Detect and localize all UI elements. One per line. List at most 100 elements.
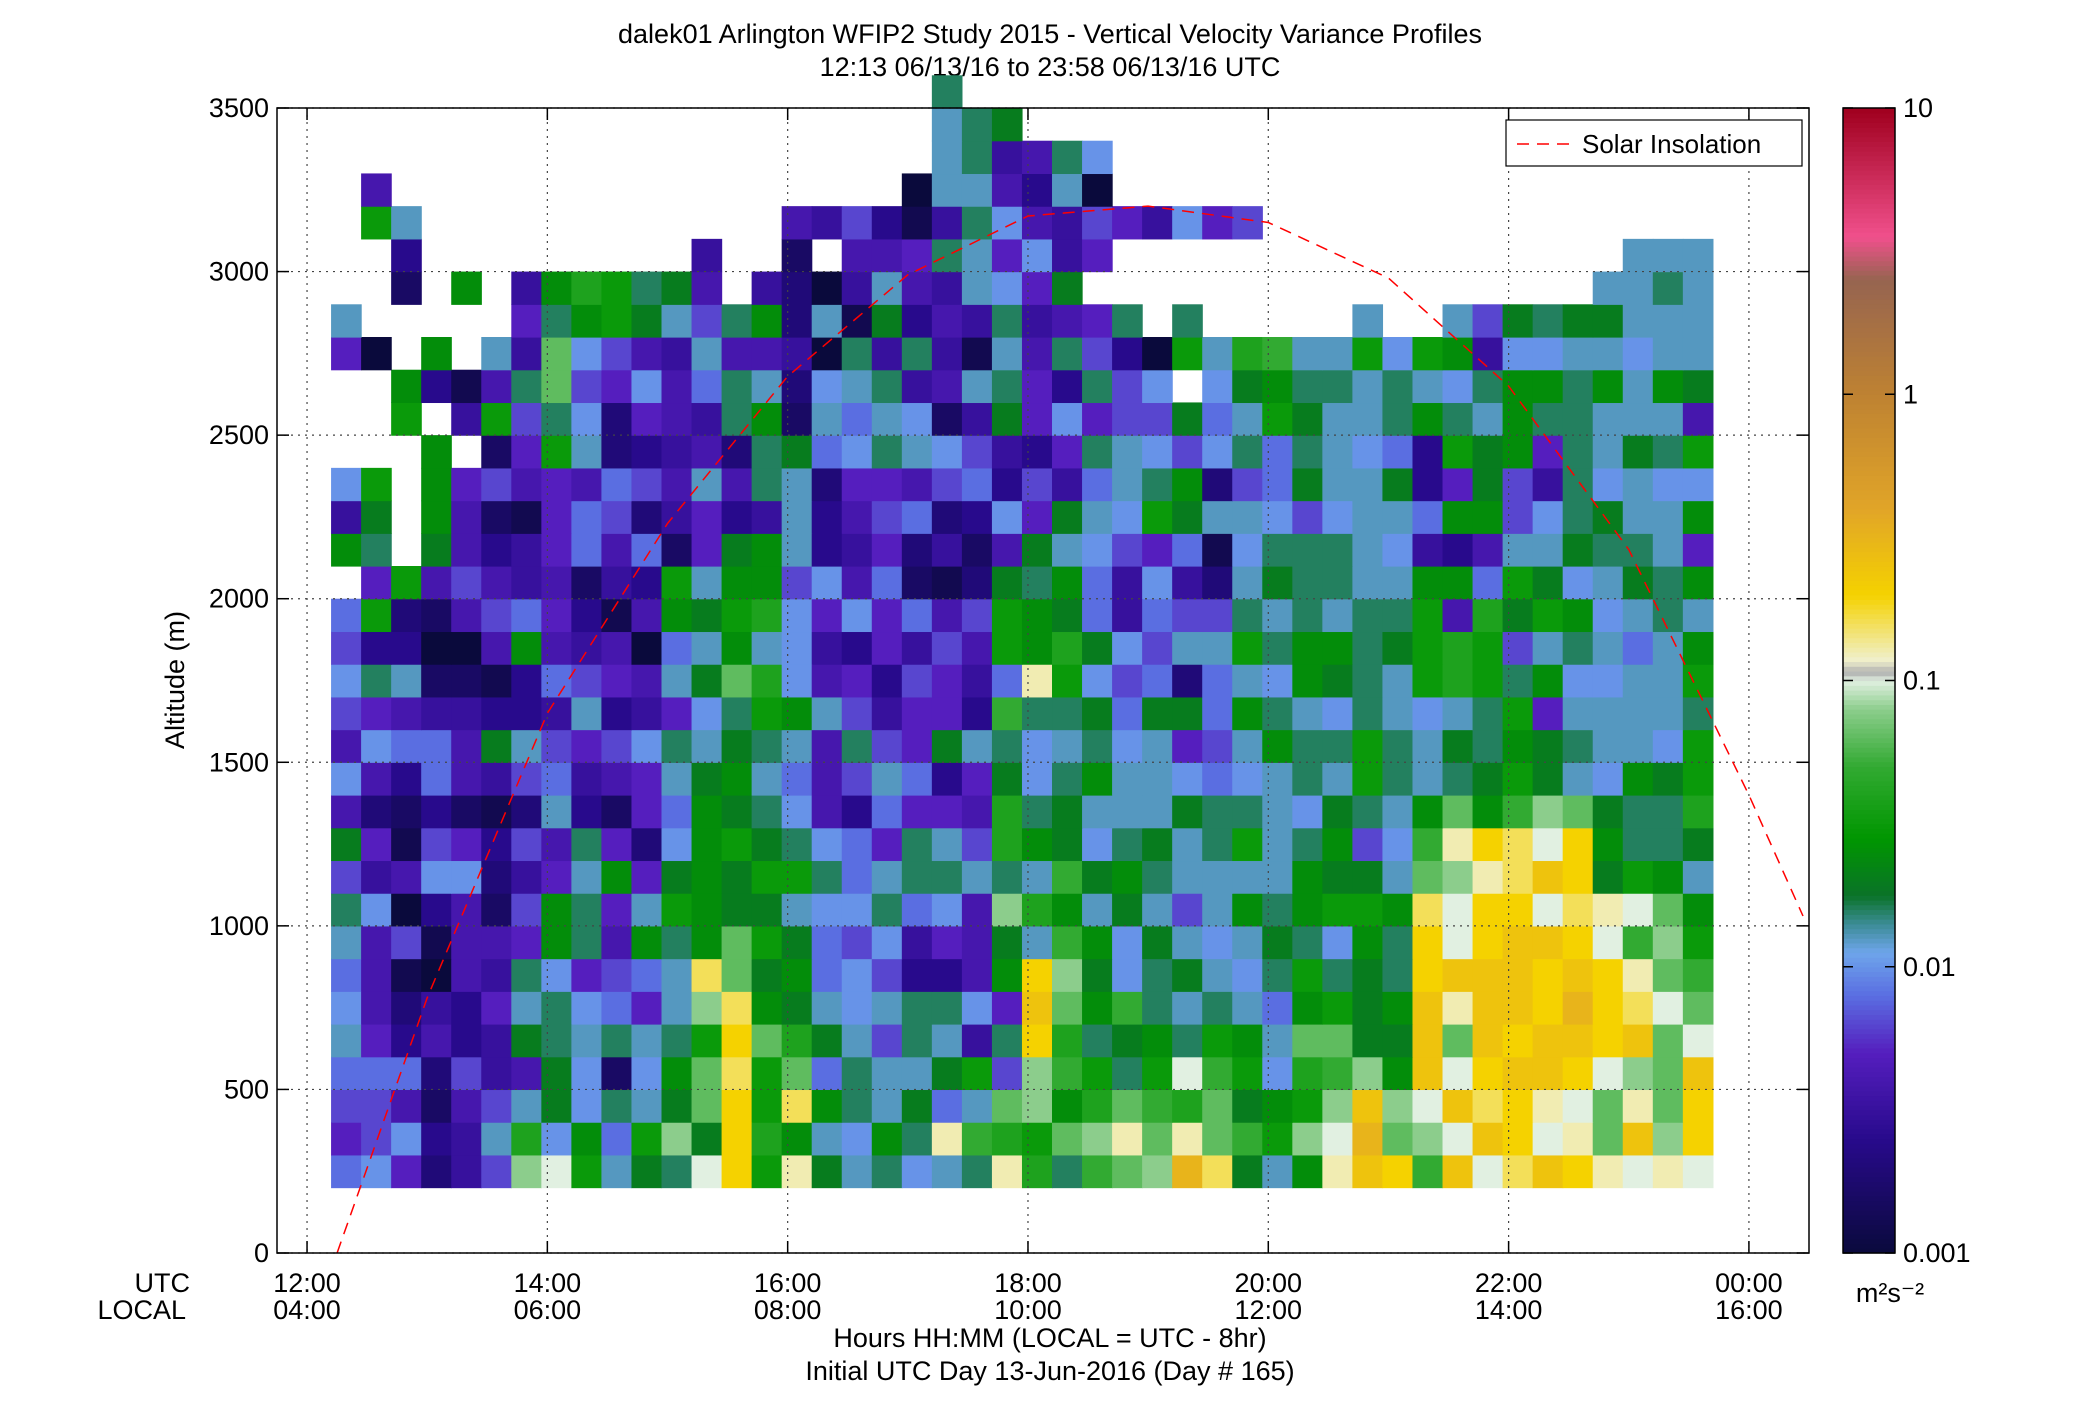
heatmap-cell [1502, 435, 1534, 469]
colorbar-segment [1843, 1052, 1895, 1058]
colorbar-segment [1843, 1157, 1895, 1163]
heatmap-cell [811, 827, 843, 862]
heatmap-cell [1382, 631, 1414, 665]
colorbar-segment [1843, 1071, 1895, 1078]
heatmap-cell [961, 533, 993, 567]
heatmap-cell [331, 467, 362, 502]
heatmap-cell [841, 1154, 873, 1189]
heatmap-cell [331, 304, 362, 338]
heatmap-cell [841, 435, 873, 469]
heatmap-cell [781, 435, 813, 469]
heatmap-cell [1622, 467, 1654, 502]
heatmap-cell [1592, 696, 1624, 731]
heatmap-cell [601, 631, 633, 665]
heatmap-cell [1292, 566, 1323, 600]
heatmap-cell [1202, 500, 1233, 534]
heatmap-cell [1142, 860, 1173, 894]
heatmap-cell [511, 467, 542, 502]
heatmap-cell [811, 729, 843, 763]
heatmap-cell [1202, 206, 1233, 240]
heatmap-cell [1112, 664, 1143, 698]
heatmap-cell [511, 1056, 542, 1091]
heatmap-cell [361, 500, 392, 534]
heatmap-cell [1262, 1154, 1293, 1189]
heatmap-cell [1472, 533, 1504, 567]
heatmap-cell [1352, 1024, 1384, 1058]
heatmap-cell [1262, 1024, 1293, 1058]
heatmap-cell [661, 729, 693, 763]
heatmap-cell [961, 958, 993, 992]
heatmap-cell [1052, 304, 1083, 338]
heatmap-cell [1112, 1024, 1143, 1058]
heatmap-cell [391, 206, 422, 240]
heatmap-cell [1382, 500, 1414, 534]
heatmap-cell [631, 795, 663, 829]
heatmap-cell [481, 369, 512, 404]
heatmap-cell [661, 991, 693, 1025]
heatmap-cell [1502, 925, 1534, 960]
heatmap-cell [1232, 402, 1263, 436]
heatmap-cell [1502, 500, 1534, 534]
heatmap-cell [841, 827, 873, 862]
heatmap-cell [1052, 1024, 1083, 1058]
heatmap-cell [571, 1024, 603, 1058]
heatmap-cell [1382, 1122, 1414, 1156]
heatmap-cell [451, 860, 482, 894]
heatmap-cell [991, 500, 1023, 534]
heatmap-cell [1322, 1056, 1353, 1091]
heatmap-cell [1472, 1024, 1504, 1058]
heatmap-cell [1382, 402, 1414, 436]
heatmap-cell [751, 1122, 783, 1156]
colorbar-segment [1843, 308, 1895, 314]
heatmap-cell [391, 925, 422, 960]
heatmap-cell [1442, 664, 1474, 698]
heatmap-cell [361, 1089, 392, 1123]
heatmap-cell [511, 337, 542, 371]
heatmap-cell [331, 598, 362, 633]
heatmap-cell [481, 435, 512, 469]
heatmap-cell [1562, 696, 1594, 731]
colorbar-segment [1843, 317, 1895, 324]
heatmap-cell [931, 1089, 963, 1123]
heatmap-cell [1682, 860, 1714, 894]
colorbar-segment [1843, 193, 1895, 200]
heatmap-cell [1352, 991, 1384, 1025]
colorbar-segment [1843, 685, 1895, 691]
heatmap-cell [1112, 729, 1143, 763]
heatmap-cell [361, 1056, 392, 1091]
heatmap-cell [1652, 304, 1684, 338]
heatmap-cell [1052, 631, 1083, 665]
heatmap-cell [571, 304, 603, 338]
heatmap-cell [1082, 1024, 1113, 1058]
heatmap-cell [781, 1089, 813, 1123]
colorbar-segment [1843, 585, 1895, 591]
heatmap-cell [1442, 1024, 1474, 1058]
colorbar-segment [1843, 537, 1895, 543]
heatmap-cell [841, 631, 873, 665]
colorbar-segment [1843, 623, 1895, 629]
colorbar-tick-label: 10 [1903, 93, 1933, 123]
colorbar-segment [1843, 480, 1895, 486]
x-tick-label-utc: 16:00 [754, 1268, 822, 1298]
heatmap-cell [541, 1122, 572, 1156]
colorbar-segment [1843, 1066, 1895, 1073]
colorbar-segment [1843, 251, 1895, 257]
heatmap-cell [361, 206, 392, 240]
heatmap-cell [421, 337, 452, 371]
heatmap-cell [1202, 958, 1233, 992]
heatmap-cell [1172, 337, 1203, 371]
colorbar-segment [1843, 1205, 1895, 1211]
heatmap-cell [361, 893, 392, 927]
heatmap-cell [511, 827, 542, 862]
colorbar-segment [1843, 260, 1895, 267]
colorbar-segment [1843, 1214, 1895, 1221]
x-tick-label-utc: 22:00 [1475, 1268, 1543, 1298]
heatmap-cell [601, 533, 633, 567]
heatmap-cell [421, 795, 452, 829]
heatmap-cell [421, 1056, 452, 1091]
colorbar-segment [1843, 642, 1895, 648]
heatmap-cell [1622, 402, 1654, 436]
heatmap-cell [1592, 435, 1624, 469]
heatmap-cell [1172, 729, 1203, 763]
heatmap-cell [1682, 533, 1714, 567]
